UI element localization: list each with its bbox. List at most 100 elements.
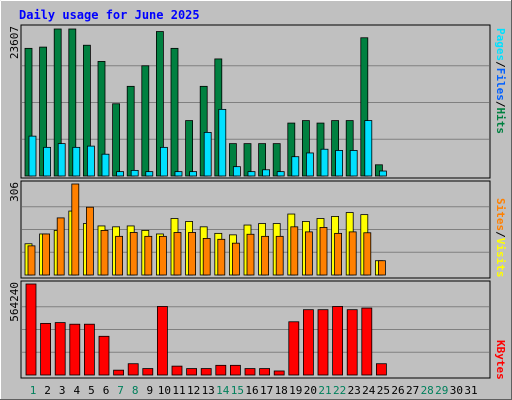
kbytes-bar <box>200 368 212 376</box>
kbytes-bar <box>361 307 373 376</box>
kbytes-bar <box>259 368 271 376</box>
sites-bar <box>100 229 109 276</box>
day-label: 19 <box>289 384 302 397</box>
kbytes-bar <box>229 364 241 376</box>
hits-bar <box>83 44 91 177</box>
sites-bar <box>27 245 36 276</box>
day-label: 28 <box>421 384 434 397</box>
files-bar <box>203 132 212 177</box>
files-bar <box>101 153 110 177</box>
files-bar <box>174 171 183 177</box>
kbytes-bar <box>98 335 110 376</box>
day-label: 6 <box>103 384 110 397</box>
day-label: 5 <box>88 384 95 397</box>
legend-word: / <box>494 61 507 68</box>
day-label: 30 <box>450 384 463 397</box>
hits-bar <box>243 143 252 177</box>
files-bar <box>291 156 300 177</box>
day-label: 11 <box>172 384 185 397</box>
sites-bar <box>56 217 65 276</box>
day-label: 1 <box>30 384 37 397</box>
files-bar <box>43 146 51 177</box>
kbytes-bar <box>317 309 329 376</box>
sites-bar <box>158 235 167 276</box>
sites-bar <box>290 226 299 276</box>
hits-bar <box>374 164 383 177</box>
kbytes-bar <box>375 363 387 376</box>
kbytes-bar <box>273 370 285 376</box>
sites-bar <box>173 232 182 276</box>
kbytes-bar <box>40 322 51 376</box>
day-label: 18 <box>275 384 288 397</box>
files-bar <box>247 171 256 177</box>
kbytes-bar <box>54 322 66 376</box>
day-label: 8 <box>132 384 139 397</box>
sites-bar <box>115 235 123 276</box>
hits-files-pages-legend: Pages/Files/Hits <box>494 28 507 134</box>
hits-bar <box>199 85 208 177</box>
day-label: 31 <box>464 384 477 397</box>
sites-bar <box>231 242 240 276</box>
files-bar <box>364 120 373 177</box>
hits-bar <box>331 120 340 177</box>
day-label: 12 <box>187 384 200 397</box>
kbytes-legend: KBytes <box>494 340 507 380</box>
hits-bar <box>272 143 281 177</box>
hits-bar <box>170 47 179 177</box>
hits-bar <box>345 120 354 177</box>
legend-word: / <box>494 231 507 238</box>
legend-0-text: Pages/Files/Hits <box>494 28 507 134</box>
kbytes-bar <box>25 283 37 376</box>
legend-word: / <box>494 101 507 108</box>
sites-bar <box>319 227 328 276</box>
hits-bar <box>39 46 47 177</box>
sites-bar <box>261 235 270 276</box>
kbytes-bar <box>156 306 168 376</box>
sites-bar <box>246 233 255 276</box>
files-bar <box>28 135 37 177</box>
kbytes-bar <box>215 364 227 376</box>
day-label: 17 <box>260 384 273 397</box>
day-axis-labels: 1 2 3 4 5 6 7 8 9 10 11 12 13 14 15 16 17 18 19 20 21 22 23 24 2… <box>30 384 478 397</box>
kbytes-bar <box>302 309 314 376</box>
files-bar <box>349 150 358 177</box>
hits-ymax-label: 23607 <box>8 26 21 59</box>
sites-bar <box>377 260 386 276</box>
files-bar <box>130 169 139 177</box>
day-label: 27 <box>406 384 419 397</box>
hits-bar <box>258 143 267 177</box>
files-bar <box>232 166 241 177</box>
day-label: 25 <box>377 384 390 397</box>
kbytes-bar <box>186 368 198 376</box>
hits-bar <box>228 143 237 177</box>
sites-bar <box>304 231 313 276</box>
hits-bar <box>112 103 120 177</box>
legend-1-text: Sites/Visits <box>494 198 507 278</box>
files-bar <box>335 150 344 177</box>
kbytes-bar <box>288 321 300 376</box>
files-bar <box>116 171 124 177</box>
kbytes-bar <box>346 309 358 376</box>
sites-bar <box>363 232 372 276</box>
day-label: 26 <box>391 384 404 397</box>
sites-bar <box>348 231 357 276</box>
day-label: 14 <box>216 384 230 397</box>
hits-bar <box>126 85 135 177</box>
sites-bar <box>86 206 94 276</box>
legend-word: Visits <box>494 238 507 278</box>
bars <box>24 28 387 376</box>
chart-title: Daily usage for June 2025 <box>19 8 200 22</box>
day-label: 13 <box>202 384 215 397</box>
sites-bar <box>71 183 80 276</box>
legend-word: Sites <box>494 198 507 231</box>
day-label: 10 <box>158 384 171 397</box>
files-bar <box>145 171 154 177</box>
day-label: 22 <box>333 384 346 397</box>
kbytes-bar <box>171 365 183 376</box>
kbytes-bar <box>84 323 95 376</box>
day-label: 23 <box>348 384 361 397</box>
files-bar <box>159 146 168 177</box>
day-label: 9 <box>146 384 153 397</box>
legend-word: Pages <box>494 28 507 61</box>
legend-word: KBytes <box>494 340 507 380</box>
